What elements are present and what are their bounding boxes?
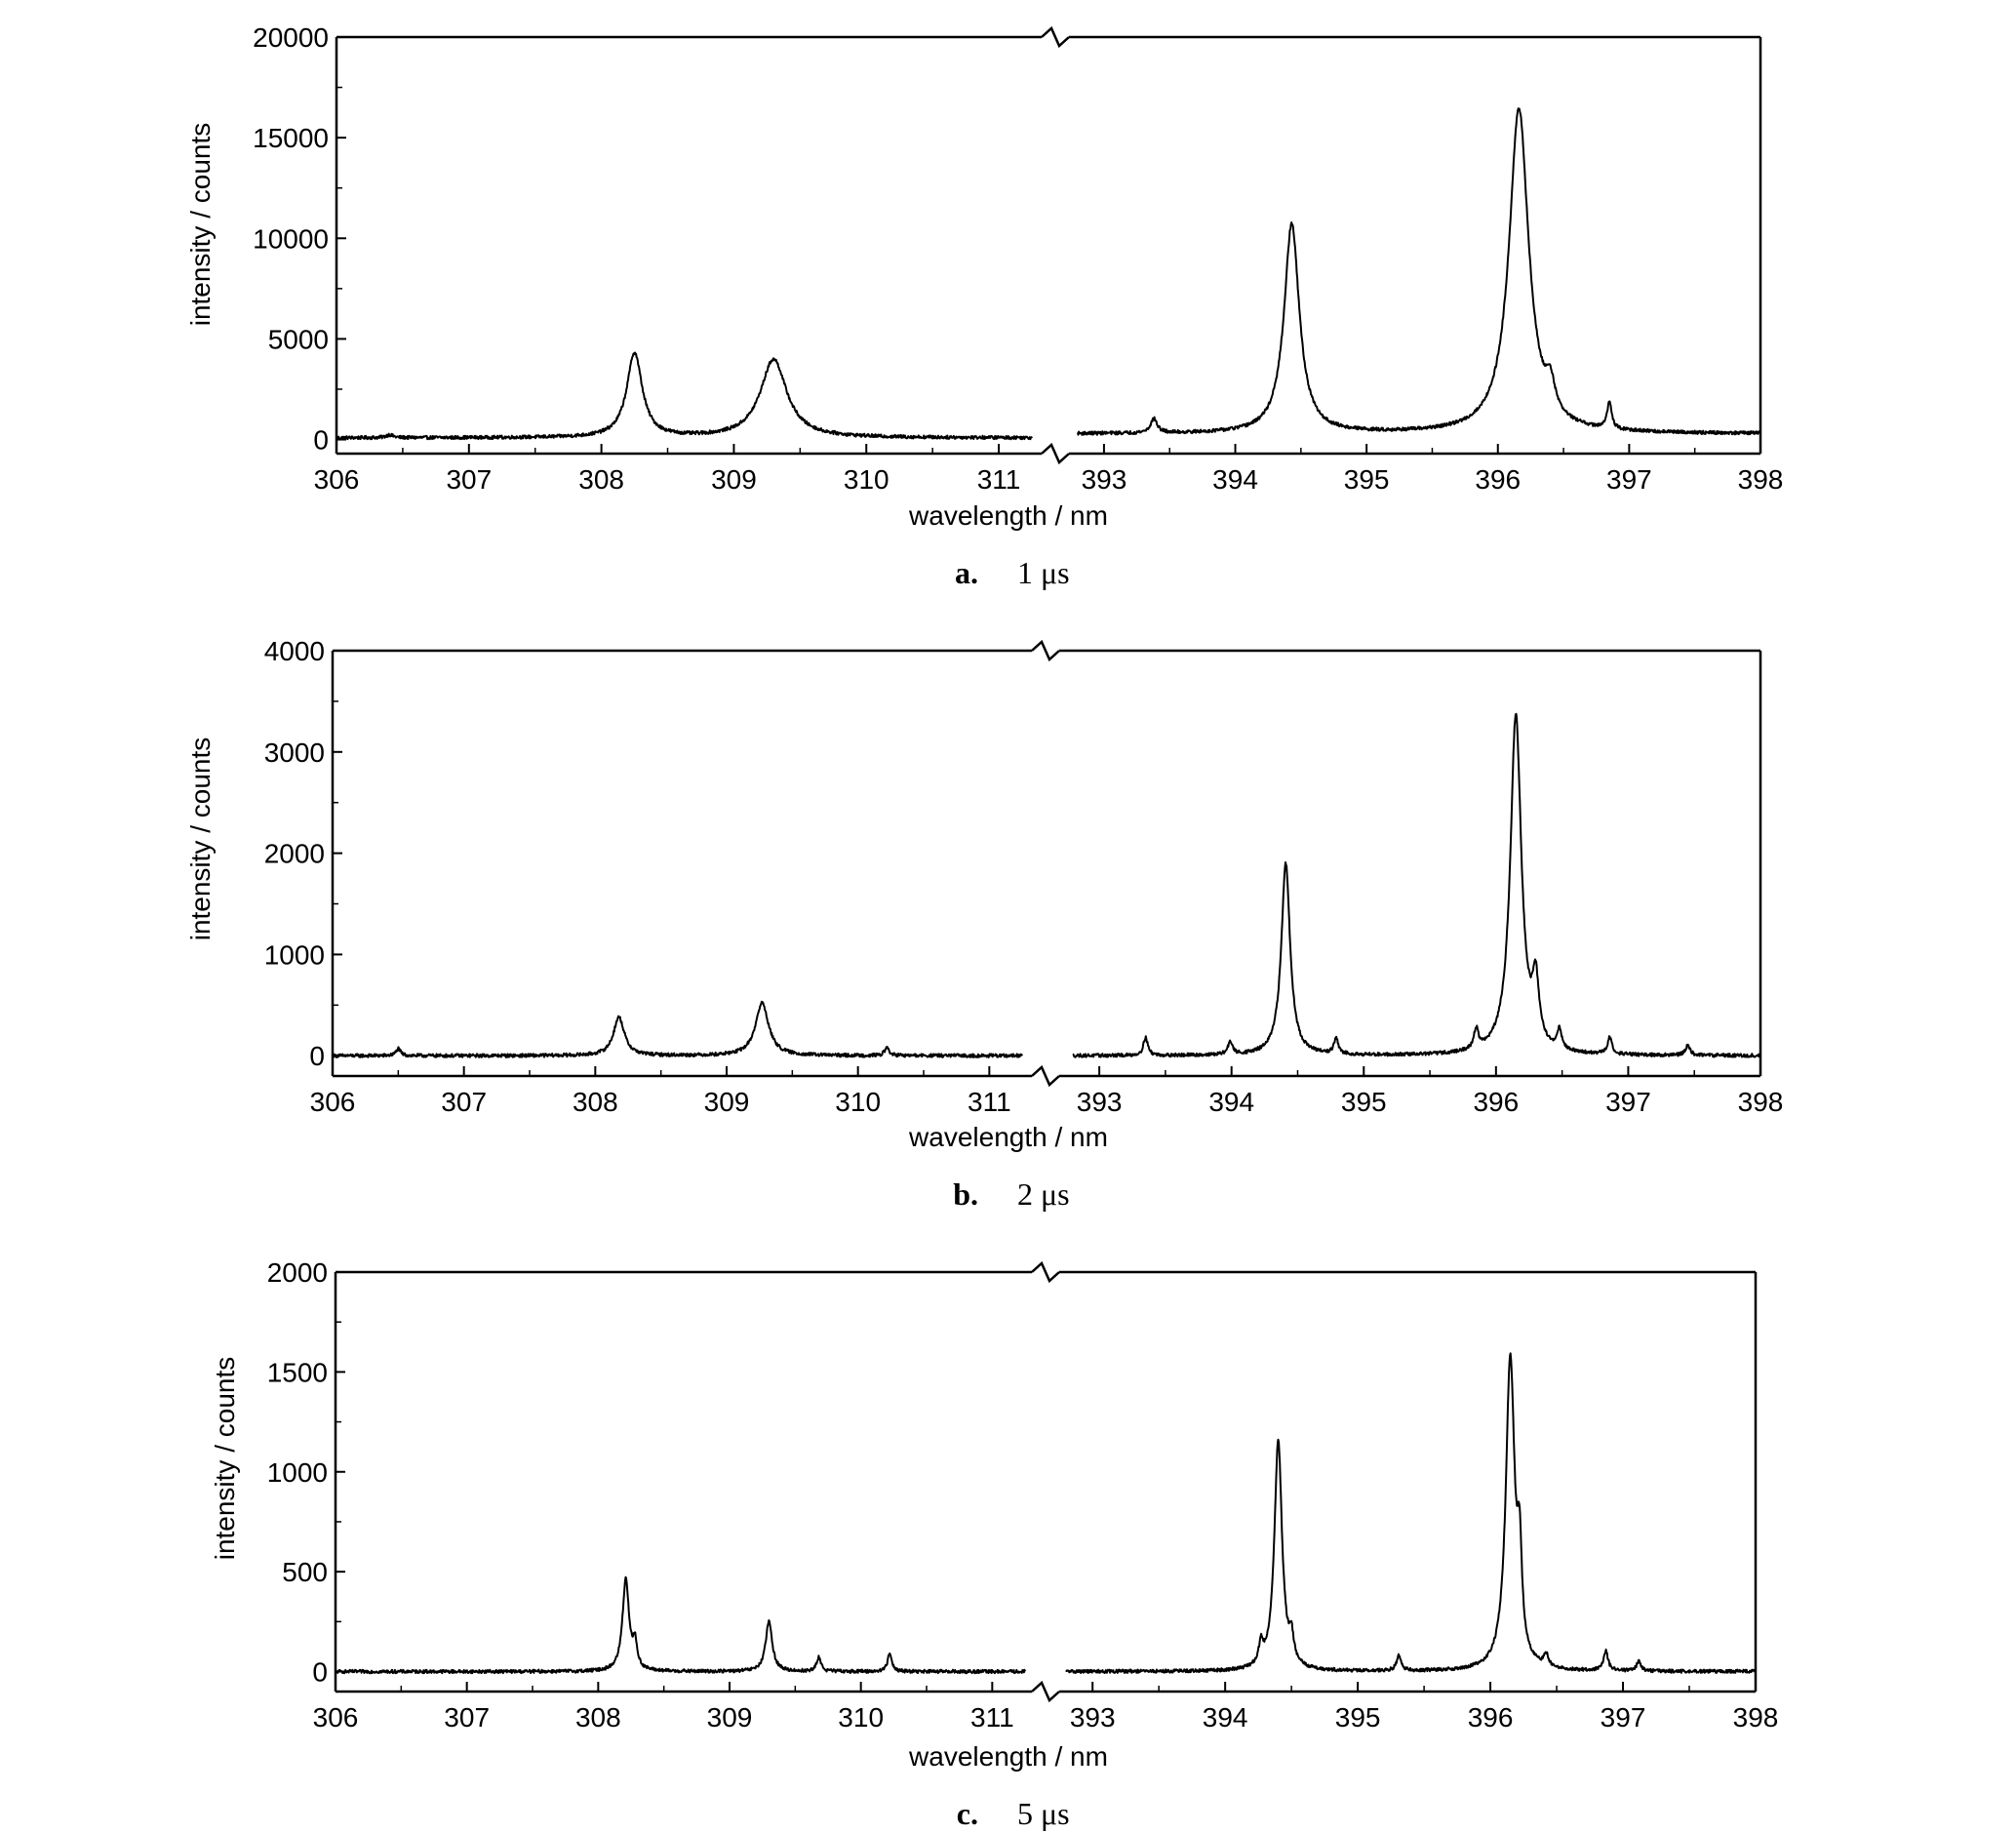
y-tick-label: 1500 — [267, 1357, 328, 1387]
x-tick-label: 396 — [1475, 464, 1521, 495]
x-tick-label: 398 — [1738, 464, 1784, 495]
axis-break-mark — [1031, 639, 1060, 662]
x-tick-label: 398 — [1733, 1702, 1779, 1733]
x-axis-label: wavelength / nm — [908, 1122, 1108, 1152]
spectrum-series-left — [335, 1575, 1026, 1675]
x-tick-label: 311 — [970, 1702, 1014, 1733]
y-tick-label: 2000 — [264, 839, 325, 869]
axis-break-mark — [1031, 1680, 1060, 1703]
x-tick-label: 394 — [1208, 1087, 1254, 1117]
x-tick-label: 309 — [711, 464, 757, 495]
panel-caption-letter: a. — [955, 555, 978, 590]
x-tick-label: 310 — [844, 464, 889, 495]
x-tick-label: 306 — [313, 1702, 359, 1733]
panel-caption-time: 2 μs — [1017, 1176, 1070, 1212]
y-axis-label: intensity / counts — [185, 123, 216, 327]
x-tick-label: 309 — [704, 1087, 750, 1117]
x-tick-label: 393 — [1070, 1702, 1116, 1733]
spectrum-series-right — [1065, 1352, 1757, 1674]
spectrum-series-right — [1077, 107, 1761, 436]
panel-caption-letter: c. — [957, 1796, 978, 1831]
x-tick-label: 307 — [441, 1087, 487, 1117]
x-tick-label: 309 — [707, 1702, 753, 1733]
y-tick-label: 500 — [282, 1557, 328, 1587]
y-tick-label: 10000 — [253, 223, 329, 254]
x-tick-label: 308 — [573, 1087, 618, 1117]
x-tick-label: 310 — [838, 1702, 884, 1733]
x-axis-label: wavelength / nm — [908, 500, 1108, 531]
x-tick-label: 397 — [1605, 1087, 1651, 1117]
panel-caption-letter: b. — [953, 1176, 978, 1212]
panel-caption-time: 5 μs — [1017, 1796, 1070, 1831]
x-axis-label: wavelength / nm — [908, 1741, 1108, 1772]
x-tick-label: 306 — [314, 464, 360, 495]
x-tick-label: 395 — [1344, 464, 1390, 495]
y-tick-label: 15000 — [253, 123, 329, 153]
x-tick-label: 397 — [1606, 464, 1652, 495]
axis-break-mark — [1041, 25, 1070, 49]
panel-caption-time: 1 μs — [1017, 555, 1070, 590]
y-tick-label: 1000 — [264, 939, 325, 970]
y-tick-label: 0 — [313, 425, 329, 456]
x-tick-label: 395 — [1335, 1702, 1381, 1733]
axis-break-mark — [1031, 1064, 1060, 1088]
x-tick-label: 396 — [1473, 1087, 1519, 1117]
x-tick-label: 394 — [1212, 464, 1258, 495]
x-tick-label: 310 — [835, 1087, 881, 1117]
x-tick-label: 394 — [1203, 1702, 1248, 1733]
axis-break-mark — [1031, 1260, 1060, 1284]
panel-a: intensity / counts wavelength / nm a. 1 … — [185, 22, 1783, 590]
x-tick-label: 397 — [1601, 1702, 1646, 1733]
y-tick-label: 5000 — [268, 324, 329, 354]
y-tick-label: 0 — [312, 1657, 328, 1688]
axis-break-mark — [1041, 442, 1070, 465]
x-tick-label: 308 — [578, 464, 624, 495]
x-tick-label: 308 — [575, 1702, 621, 1733]
y-axis-label: intensity / counts — [210, 1357, 240, 1561]
x-tick-label: 393 — [1082, 464, 1127, 495]
x-tick-label: 307 — [444, 1702, 490, 1733]
spectrum-series-left — [332, 1000, 1023, 1058]
y-tick-label: 2000 — [267, 1257, 328, 1288]
panel-b: intensity / counts wavelength / nm b. 2 … — [185, 636, 1783, 1212]
y-tick-label: 3000 — [264, 737, 325, 768]
x-tick-label: 396 — [1468, 1702, 1514, 1733]
spectrum-series-right — [1072, 712, 1761, 1058]
x-tick-label: 306 — [310, 1087, 356, 1117]
y-tick-label: 0 — [309, 1041, 325, 1071]
x-tick-label: 393 — [1077, 1087, 1123, 1117]
panel-c: intensity / counts wavelength / nm c. 5 … — [210, 1257, 1778, 1831]
x-tick-label: 311 — [977, 464, 1021, 495]
y-axis-label: intensity / counts — [185, 737, 216, 941]
x-tick-label: 398 — [1738, 1087, 1784, 1117]
y-tick-label: 1000 — [267, 1457, 328, 1488]
x-tick-label: 307 — [446, 464, 492, 495]
y-tick-label: 20000 — [253, 22, 329, 53]
x-tick-label: 311 — [968, 1087, 1011, 1117]
y-tick-label: 4000 — [264, 636, 325, 666]
spectrum-series-left — [336, 351, 1033, 441]
x-tick-label: 395 — [1341, 1087, 1387, 1117]
